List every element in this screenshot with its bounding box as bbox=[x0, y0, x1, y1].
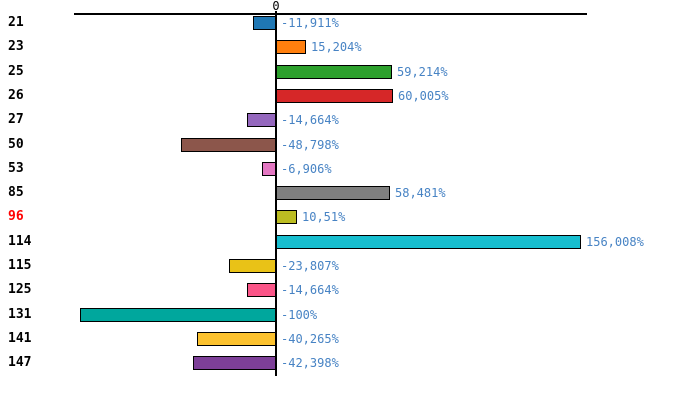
category-label-131: 131 bbox=[8, 307, 32, 322]
category-label-147: 147 bbox=[8, 355, 32, 370]
value-label-21: -11,911% bbox=[281, 16, 339, 30]
category-label-141: 141 bbox=[8, 331, 32, 346]
bar-27 bbox=[247, 113, 276, 127]
value-label-141: -40,265% bbox=[281, 332, 339, 346]
bar-53 bbox=[262, 162, 276, 176]
value-label-96: 10,51% bbox=[302, 210, 346, 224]
bar-131 bbox=[80, 308, 276, 322]
category-label-115: 115 bbox=[8, 258, 32, 273]
value-label-114: 156,008% bbox=[586, 235, 644, 249]
category-label-125: 125 bbox=[8, 282, 32, 297]
bar-115 bbox=[229, 259, 276, 273]
category-label-50: 50 bbox=[8, 137, 24, 152]
value-label-27: -14,664% bbox=[281, 113, 339, 127]
bar-96 bbox=[276, 210, 297, 224]
category-label-85: 85 bbox=[8, 185, 24, 200]
bar-21 bbox=[253, 16, 276, 30]
value-label-26: 60,005% bbox=[398, 89, 449, 103]
value-label-147: -42,398% bbox=[281, 356, 339, 370]
bar-26 bbox=[276, 89, 393, 103]
bar-25 bbox=[276, 65, 392, 79]
value-label-125: -14,664% bbox=[281, 283, 339, 297]
x-axis-line bbox=[74, 13, 587, 15]
category-label-21: 21 bbox=[8, 15, 24, 30]
value-label-50: -48,798% bbox=[281, 138, 339, 152]
bar-114 bbox=[276, 235, 581, 249]
category-label-114: 114 bbox=[8, 234, 32, 249]
value-label-115: -23,807% bbox=[281, 259, 339, 273]
category-label-53: 53 bbox=[8, 161, 24, 176]
value-label-131: -100% bbox=[281, 308, 318, 322]
bar-141 bbox=[197, 332, 276, 346]
value-label-53: -6,906% bbox=[281, 162, 332, 176]
bar-23 bbox=[276, 40, 306, 54]
axis-zero-tick-label: 0 bbox=[272, 0, 280, 13]
value-label-85: 58,481% bbox=[395, 186, 446, 200]
category-label-23: 23 bbox=[8, 39, 24, 54]
category-label-96: 96 bbox=[8, 209, 24, 224]
bar-85 bbox=[276, 186, 390, 200]
category-label-25: 25 bbox=[8, 64, 24, 79]
bar-125 bbox=[247, 283, 276, 297]
bar-50 bbox=[181, 138, 276, 152]
bar-147 bbox=[193, 356, 276, 370]
value-label-23: 15,204% bbox=[311, 40, 362, 54]
value-label-25: 59,214% bbox=[397, 65, 448, 79]
category-label-26: 26 bbox=[8, 88, 24, 103]
category-label-27: 27 bbox=[8, 112, 24, 127]
